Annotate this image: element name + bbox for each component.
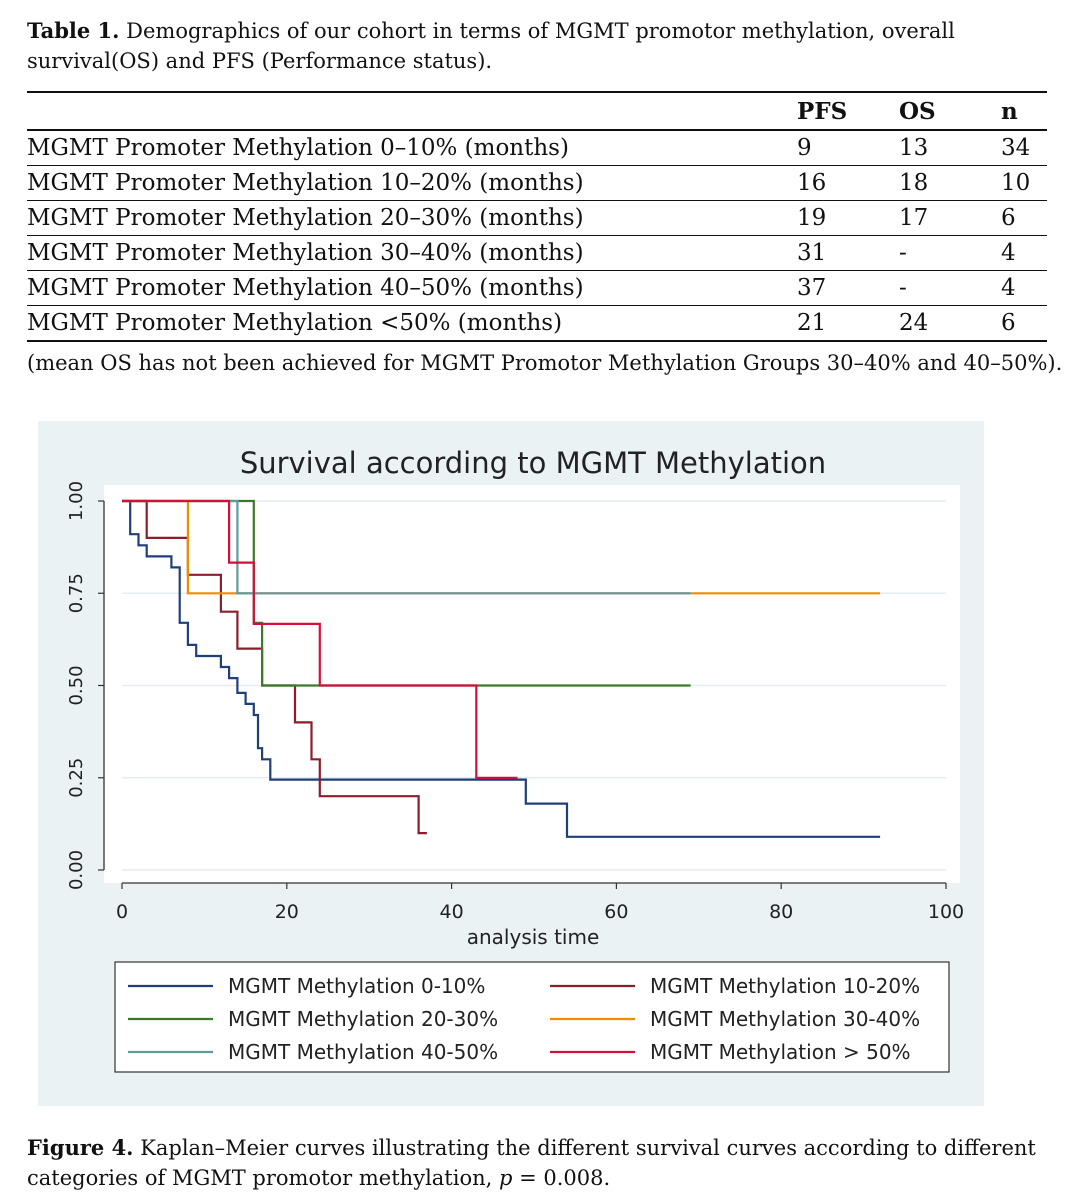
table-header-n: n bbox=[1001, 97, 1018, 125]
series-line-6 bbox=[122, 499, 518, 779]
y-tick-label: 0.75 bbox=[66, 573, 87, 613]
row-n: 6 bbox=[1001, 310, 1016, 336]
plot-area bbox=[104, 485, 960, 883]
x-axis-label: analysis time bbox=[467, 925, 600, 949]
x-tick-label: 0 bbox=[116, 901, 128, 923]
row-n: 4 bbox=[1001, 275, 1016, 301]
x-tick-label: 40 bbox=[440, 901, 464, 923]
table-caption-label: Table 1. bbox=[27, 18, 120, 43]
row-pfs: 9 bbox=[797, 135, 812, 161]
table-caption: Table 1. Demographics of our cohort in t… bbox=[27, 16, 1049, 76]
legend-label: MGMT Methylation 10-20% bbox=[650, 974, 920, 998]
row-pfs: 19 bbox=[797, 205, 827, 231]
row-label: MGMT Promoter Methylation <50% (months) bbox=[27, 310, 563, 336]
row-n: 34 bbox=[1001, 135, 1031, 161]
table-row: MGMT Promoter Methylation 20–30% (months… bbox=[27, 201, 1047, 236]
row-label: MGMT Promoter Methylation 0–10% (months) bbox=[27, 135, 569, 161]
chart-title: Survival according to MGMT Methylation bbox=[240, 446, 826, 480]
row-pfs: 21 bbox=[797, 310, 827, 336]
table-row: MGMT Promoter Methylation 10–20% (months… bbox=[27, 166, 1047, 201]
row-n: 4 bbox=[1001, 240, 1016, 266]
legend-label: MGMT Methylation 0-10% bbox=[228, 974, 485, 998]
row-label: MGMT Promoter Methylation 10–20% (months… bbox=[27, 170, 584, 196]
row-os: - bbox=[899, 240, 907, 266]
row-label: MGMT Promoter Methylation 30–40% (months… bbox=[27, 240, 584, 266]
p-symbol: p bbox=[498, 1166, 513, 1190]
row-n: 6 bbox=[1001, 205, 1016, 231]
figure-caption-label: Figure 4. bbox=[27, 1135, 134, 1160]
y-tick-label: 0.00 bbox=[66, 850, 87, 890]
table-row: MGMT Promoter Methylation 0–10% (months)… bbox=[27, 130, 1047, 166]
row-os: 18 bbox=[899, 170, 929, 196]
figure-caption: Figure 4. Kaplan–Meier curves illustrati… bbox=[27, 1133, 1049, 1193]
table-header-os: OS bbox=[899, 97, 936, 125]
p-value: = 0.008. bbox=[512, 1166, 611, 1190]
x-tick-label: 80 bbox=[769, 901, 793, 923]
legend-label: MGMT Methylation 40-50% bbox=[228, 1040, 498, 1064]
demographics-table: PFS OS n MGMT Promoter Methylation 0–10%… bbox=[27, 91, 1047, 342]
km-chart: 0.00 0.25 0.50 0.75 1.00 0 20 40 60 80 100 Surviva… bbox=[66, 446, 964, 1073]
x-tick-label: 60 bbox=[604, 901, 628, 923]
row-os: 24 bbox=[899, 310, 929, 336]
legend-box bbox=[114, 961, 950, 1073]
table-row: MGMT Promoter Methylation <50% (months) … bbox=[27, 306, 1047, 341]
table-row: MGMT Promoter Methylation 40–50% (months… bbox=[27, 271, 1047, 306]
x-tick-label: 20 bbox=[275, 901, 299, 923]
y-tick-label: 0.50 bbox=[66, 665, 87, 705]
row-n: 10 bbox=[1001, 170, 1031, 196]
figure-caption-text: Kaplan–Meier curves illustrating the dif… bbox=[27, 1136, 1036, 1190]
table-header-label bbox=[27, 92, 767, 130]
legend-label: MGMT Methylation > 50% bbox=[650, 1040, 911, 1064]
legend-label: MGMT Methylation 20-30% bbox=[228, 1007, 498, 1031]
table-header-pfs: PFS bbox=[797, 97, 848, 125]
legend-label: MGMT Methylation 30-40% bbox=[650, 1007, 920, 1031]
table-row: MGMT Promoter Methylation 30–40% (months… bbox=[27, 236, 1047, 271]
row-label: MGMT Promoter Methylation 40–50% (months… bbox=[27, 275, 584, 301]
x-tick-label: 100 bbox=[928, 901, 964, 923]
km-figure-panel: 0.00 0.25 0.50 0.75 1.00 0 20 40 60 80 100 Surviva… bbox=[38, 421, 984, 1106]
row-label: MGMT Promoter Methylation 20–30% (months… bbox=[27, 205, 584, 231]
row-pfs: 16 bbox=[797, 170, 827, 196]
table-caption-text: Demographics of our cohort in terms of M… bbox=[27, 19, 955, 73]
row-os: - bbox=[899, 275, 907, 301]
y-tick-label: 0.25 bbox=[66, 758, 87, 798]
row-pfs: 37 bbox=[797, 275, 827, 301]
table-header-row: PFS OS n bbox=[27, 92, 1047, 130]
row-os: 13 bbox=[899, 135, 929, 161]
table-footnote: (mean OS has not been achieved for MGMT … bbox=[27, 351, 1063, 375]
series-line-1 bbox=[122, 499, 881, 838]
row-pfs: 31 bbox=[797, 240, 827, 266]
y-tick-label: 1.00 bbox=[66, 481, 87, 521]
row-os: 17 bbox=[899, 205, 929, 231]
